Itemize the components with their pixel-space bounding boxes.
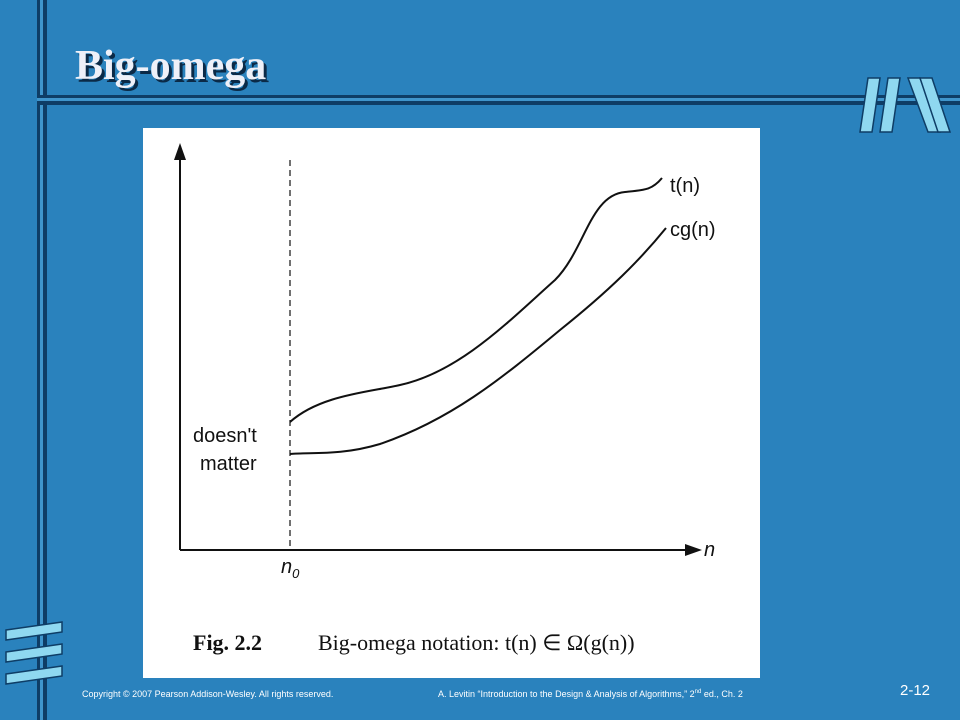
- label-cg: cg(n): [670, 219, 716, 241]
- label-doesnt: doesn't: [193, 425, 257, 447]
- frame-horizontal-inner: [37, 98, 960, 101]
- x-arrow: [685, 544, 702, 556]
- caption-label: Fig. 2.2: [193, 630, 262, 655]
- citation-after: ed., Ch. 2: [701, 689, 743, 699]
- citation: A. Levitin “Introduction to the Design &…: [438, 689, 743, 699]
- citation-before: A. Levitin “Introduction to the Design &…: [438, 689, 695, 699]
- frame-vertical-inner: [40, 0, 43, 720]
- figure-box: [143, 128, 760, 678]
- label-n: n: [704, 539, 715, 561]
- n0-base: n: [281, 556, 292, 578]
- citation-sup: nd: [695, 689, 702, 695]
- copyright: Copyright © 2007 Pearson Addison-Wesley.…: [82, 689, 333, 699]
- label-matter: matter: [200, 453, 257, 475]
- label-t: t(n): [670, 175, 700, 197]
- caption-text: Big-omega notation: t(n) ∈ Ω(g(n)): [318, 630, 635, 655]
- logo-top-right: [859, 77, 952, 133]
- y-arrow: [174, 143, 186, 160]
- title: Big-omega: [75, 43, 266, 89]
- page-number: 2-12: [900, 682, 930, 699]
- label-n0: n0: [281, 556, 300, 581]
- n0-sub: 0: [292, 566, 300, 581]
- curve-t: [289, 177, 663, 423]
- curve-cg: [289, 227, 667, 455]
- title-shadow: Big-omega: [78, 46, 269, 92]
- axes: [179, 155, 688, 551]
- logo-bottom-left: [5, 621, 63, 685]
